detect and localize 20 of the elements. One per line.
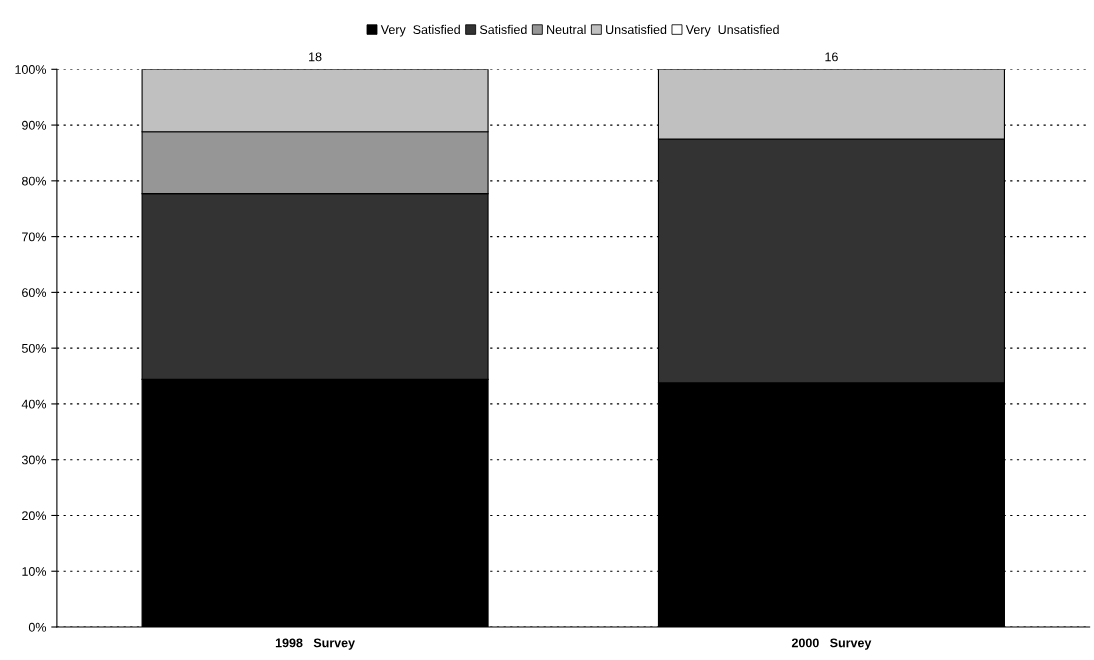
y-tick-label: 80% bbox=[22, 176, 47, 186]
y-tick-label: 90% bbox=[22, 120, 47, 130]
legend-label: Very Satisfied bbox=[380, 24, 460, 37]
y-tick-label: 40% bbox=[21, 399, 47, 409]
annotation: 18 bbox=[309, 52, 322, 62]
legend-label: Unsatisfied bbox=[606, 24, 667, 35]
y-tick-label: 60% bbox=[22, 288, 47, 298]
y-tick-label: 20% bbox=[22, 511, 47, 521]
annotation: 16 bbox=[825, 52, 838, 62]
y-tick-label: 100% bbox=[15, 65, 47, 74]
legend-label: Neutral bbox=[547, 24, 586, 35]
y-tick-label: 50% bbox=[21, 343, 47, 353]
y-tick-label: 10% bbox=[22, 567, 47, 576]
y-tick-label: 30% bbox=[21, 455, 47, 465]
y-tick-label: 0% bbox=[28, 622, 47, 632]
x-tick-label: 1998 Survey bbox=[275, 638, 355, 650]
x-tick-label: 2000 Survey bbox=[791, 638, 872, 650]
y-tick-label: 70% bbox=[22, 232, 47, 242]
legend-label: Very Unsatisfied bbox=[685, 24, 779, 37]
legend-label: Satisfied bbox=[479, 24, 527, 35]
